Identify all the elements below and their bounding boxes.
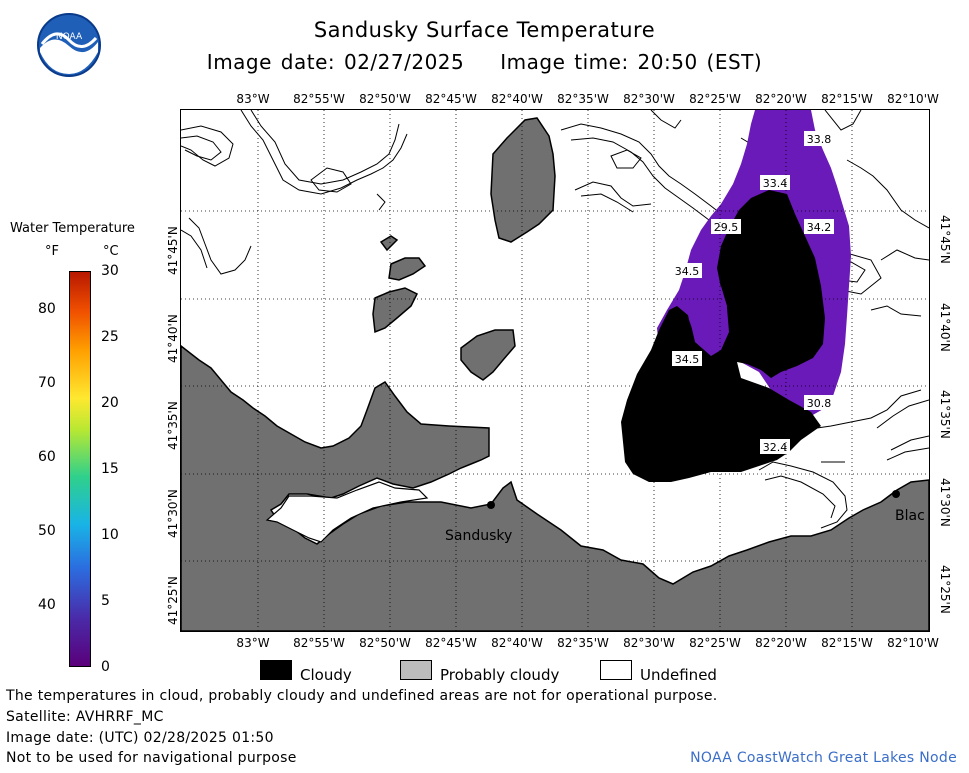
celsius-tick: 10 [101,527,119,543]
sandusky-bay [265,481,429,543]
fahrenheit-tick: 60 [38,449,56,465]
longitude-tick-label: 82°40'W [491,92,543,106]
celsius-tick: 5 [101,593,110,609]
noaa-logo: NOAA [37,13,101,77]
latitude-tick-label: 41°45'N [166,226,180,275]
image-time: Image time: 20:50 (EST) [500,50,763,74]
longitude-tick-label: 82°50'W [359,92,411,106]
credit: NOAA CoastWatch Great Lakes Node [690,750,957,766]
color-bar [69,271,91,667]
longitude-tick-label: 82°50'W [359,636,411,650]
legend-probably-cloudy: Probably cloudy [440,666,560,684]
longitude-tick-label: 82°55'W [293,636,345,650]
longitude-tick-label: 82°40'W [491,636,543,650]
celsius-tick: 30 [101,263,119,279]
latitude-tick-label: 41°25'N [938,565,952,614]
temp-label: 34.5 [675,265,700,278]
longitude-tick-label: 82°20'W [755,92,807,106]
city-marker-sandusky [487,501,495,509]
swatch-cloudy [260,660,292,680]
celsius-tick: 20 [101,395,119,411]
cloud-region [621,190,825,482]
longitude-tick-label: 82°30'W [623,92,675,106]
latitude-tick-label: 41°30'N [938,478,952,527]
image-date: Image date: 02/27/2025 [206,50,465,74]
city-label-sandusky: Sandusky [445,528,512,544]
satellite-info: Satellite: AVHRRF_MC [6,709,164,725]
city-label-blac: Blac [895,508,925,524]
longitude-tick-label: 82°45'W [425,636,477,650]
temperature-map: 33.8 33.4 29.5 34.2 34.5 34.5 30.8 32.4 … [181,110,929,631]
unit-celsius: °C [103,244,119,259]
legend-undefined: Undefined [640,666,717,684]
longitude-tick-label: 82°45'W [425,92,477,106]
swatch-probably-cloudy [400,660,432,680]
temperature-labels: 33.8 33.4 29.5 34.2 34.5 34.5 30.8 32.4 [672,131,834,454]
longitude-tick-label: 82°15'W [821,92,873,106]
cloud-legend: Cloudy Probably cloudy Undefined [260,660,940,686]
longitude-tick-label: 83°W [236,92,270,106]
latitude-tick-label: 41°25'N [166,576,180,625]
color-scale-title: Water Temperature [10,221,135,236]
longitude-tick-label: 82°30'W [623,636,675,650]
latitude-tick-label: 41°35'N [166,401,180,450]
longitude-tick-label: 82°20'W [755,636,807,650]
fahrenheit-tick: 50 [38,523,56,539]
city-marker-blac [892,490,900,498]
celsius-tick: 25 [101,329,119,345]
utc-date: Image date: (UTC) 02/28/2025 01:50 [6,730,274,746]
longitude-tick-label: 82°25'W [689,636,741,650]
latitude-tick-label: 41°40'N [938,303,952,352]
longitude-tick-label: 82°10'W [887,92,939,106]
longitude-tick-label: 83°W [236,636,270,650]
island-central [460,329,516,381]
latitude-tick-label: 41°45'N [938,215,952,264]
page-title: Sandusky Surface Temperature [313,18,656,42]
temp-label: 34.2 [807,221,832,234]
unit-fahrenheit: °F [45,244,59,259]
longitude-tick-label: 82°35'W [557,636,609,650]
swatch-undefined [600,660,632,680]
temp-label: 34.5 [675,353,700,366]
latitude-tick-label: 41°30'N [166,489,180,538]
temp-label: 30.8 [807,397,832,410]
contour-lines [181,110,929,529]
temperature-inner [683,280,727,352]
celsius-tick: 15 [101,461,119,477]
longitude-tick-label: 82°10'W [887,636,939,650]
fahrenheit-tick: 70 [38,375,56,391]
island-tiny [379,235,399,252]
longitude-tick-label: 82°15'W [821,636,873,650]
noaa-logo-text: NOAA [56,32,83,42]
temp-label: 32.4 [763,441,788,454]
graticule [181,110,929,631]
island-small [388,257,427,281]
celsius-tick: 0 [101,659,110,675]
map-frame: 33.8 33.4 29.5 34.2 34.5 34.5 30.8 32.4 … [180,109,930,632]
latitude-tick-label: 41°40'N [166,314,180,363]
latitude-tick-label: 41°35'N [938,390,952,439]
legend-cloudy: Cloudy [300,666,352,684]
longitude-tick-label: 82°25'W [689,92,741,106]
fahrenheit-tick: 80 [38,301,56,317]
temp-label: 29.5 [714,221,739,234]
disclaimer: The temperatures in cloud, probably clou… [6,688,718,704]
image-datetime: Image date: 02/27/2025 Image time: 20:50 … [0,50,969,74]
temp-label: 33.8 [807,133,832,146]
temp-label: 33.4 [763,177,788,190]
fahrenheit-tick: 40 [38,597,56,613]
longitude-tick-label: 82°35'W [557,92,609,106]
longitude-tick-label: 82°55'W [293,92,345,106]
nav-warning: Not to be used for navigational purpose [6,750,297,766]
island-kelleys [490,117,556,243]
